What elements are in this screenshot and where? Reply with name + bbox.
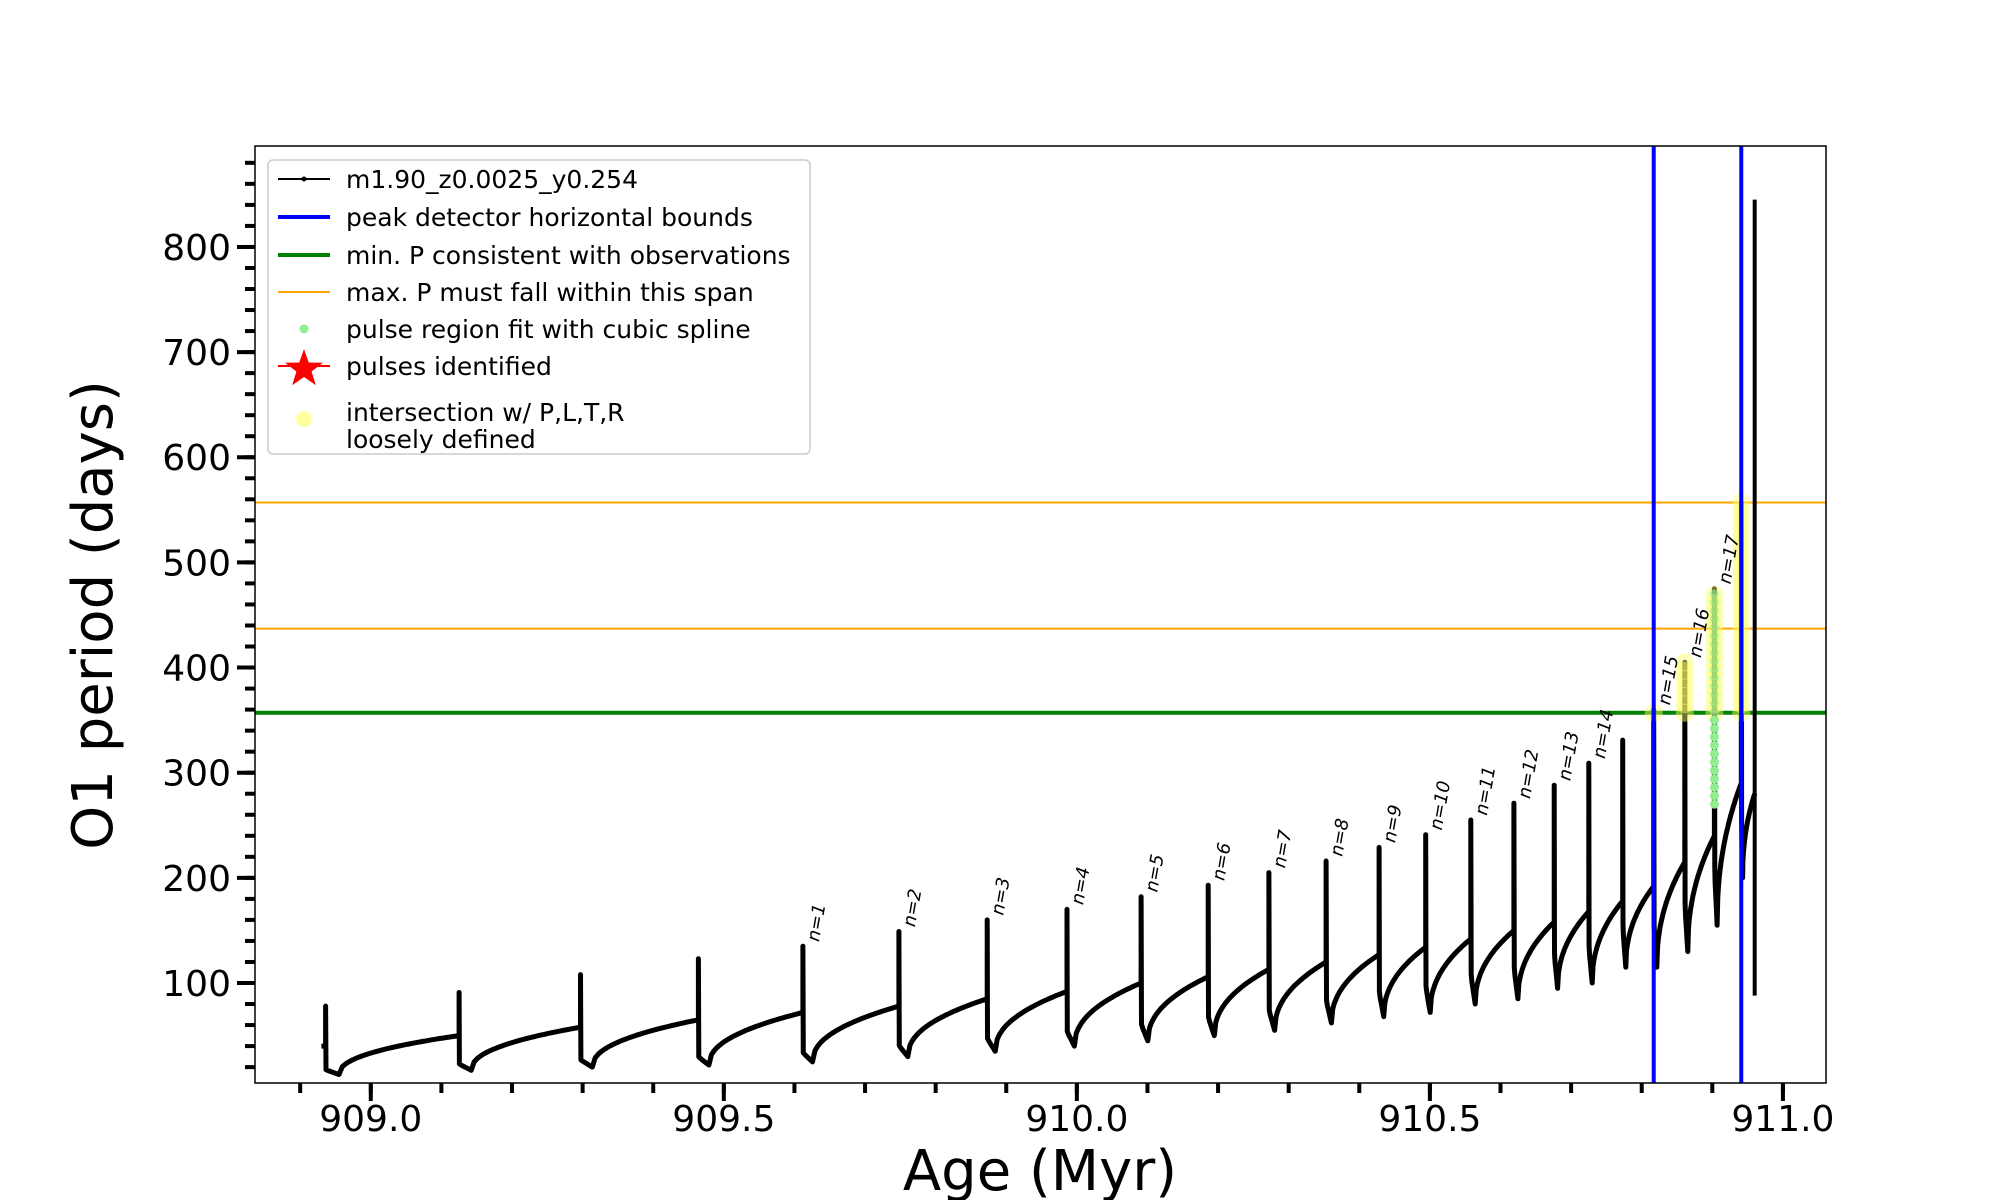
spline-point: [1709, 589, 1719, 599]
x-tick-label: 911.0: [1731, 1099, 1834, 1140]
spline-point: [1709, 774, 1719, 784]
legend-handle-big-dot: [296, 411, 312, 427]
spline-point: [1709, 757, 1719, 767]
spline-point: [1709, 648, 1719, 658]
spline-point: [1709, 782, 1719, 792]
series-line: [321, 500, 1758, 1077]
spline-point: [1709, 749, 1719, 759]
spline-point: [1709, 614, 1719, 624]
spline-point: [1709, 631, 1719, 641]
y-tick-label: 700: [162, 333, 231, 374]
y-tick-label: 400: [162, 649, 231, 690]
intersection-point: [1675, 695, 1694, 714]
legend-handle-marker: [301, 176, 307, 182]
spline-point: [1709, 799, 1719, 809]
y-tick-label: 300: [162, 754, 231, 795]
spline-point: [1709, 715, 1719, 725]
y-tick-label: 100: [162, 964, 231, 1005]
legend-handle-dot: [299, 324, 309, 334]
y-tick-label: 200: [162, 859, 231, 900]
y-tick-label: 500: [162, 543, 231, 584]
legend-label: pulse region fit with cubic spline: [346, 315, 751, 344]
legend-label: loosely defined: [346, 425, 536, 454]
x-tick-label: 909.5: [672, 1099, 775, 1140]
axes-frame: [254, 145, 1827, 1084]
y-tick-label: 800: [162, 228, 231, 269]
spline-point: [1709, 623, 1719, 633]
x-tick-label: 910.0: [1025, 1099, 1128, 1140]
intersection-point: [1675, 661, 1694, 680]
spline-point: [1709, 698, 1719, 708]
intersection-point: [1675, 678, 1694, 697]
spline-point: [1709, 732, 1719, 742]
legend-label: pulses identified: [346, 352, 552, 381]
x-tick-label: 909.0: [319, 1099, 422, 1140]
legend-label: peak detector horizontal bounds: [346, 203, 753, 232]
spline-point: [1709, 690, 1719, 700]
spline-point: [1709, 665, 1719, 675]
legend-box: [267, 159, 811, 455]
spline-point: [1709, 673, 1719, 683]
legend-label: min. P consistent with observations: [346, 241, 791, 270]
spline-point: [1709, 681, 1719, 691]
axes: 909.0 909.5 910.0 910.5 911.0 100 200 300 400 500…: [162, 145, 1834, 1140]
legend-label: m1.90_z0.0025_y0.254: [346, 165, 638, 194]
spline-point: [1709, 639, 1719, 649]
intersection-point: [1675, 703, 1694, 722]
spline-point: [1709, 724, 1719, 734]
legend-label: intersection w/ P,L,T,R: [346, 398, 625, 427]
spline-point: [1709, 656, 1719, 666]
spline-point: [1709, 707, 1719, 717]
spline-point: [1709, 606, 1719, 616]
intersection-point: [1675, 670, 1694, 689]
spline-point: [1709, 791, 1719, 801]
intersection-point: [1675, 686, 1694, 705]
y-tick-label: 600: [162, 438, 231, 479]
legend-label: max. P must fall within this span: [346, 278, 754, 307]
spline-point: [1709, 766, 1719, 776]
y-axis-label: O1 period (days): [61, 380, 126, 850]
intersection-point: [1675, 653, 1694, 672]
star-icon: [285, 349, 323, 386]
x-tick-label: 910.5: [1378, 1099, 1481, 1140]
x-axis-label: Age (Myr): [903, 1139, 1177, 1200]
spline-point: [1709, 597, 1719, 607]
spline-point: [1709, 740, 1719, 750]
